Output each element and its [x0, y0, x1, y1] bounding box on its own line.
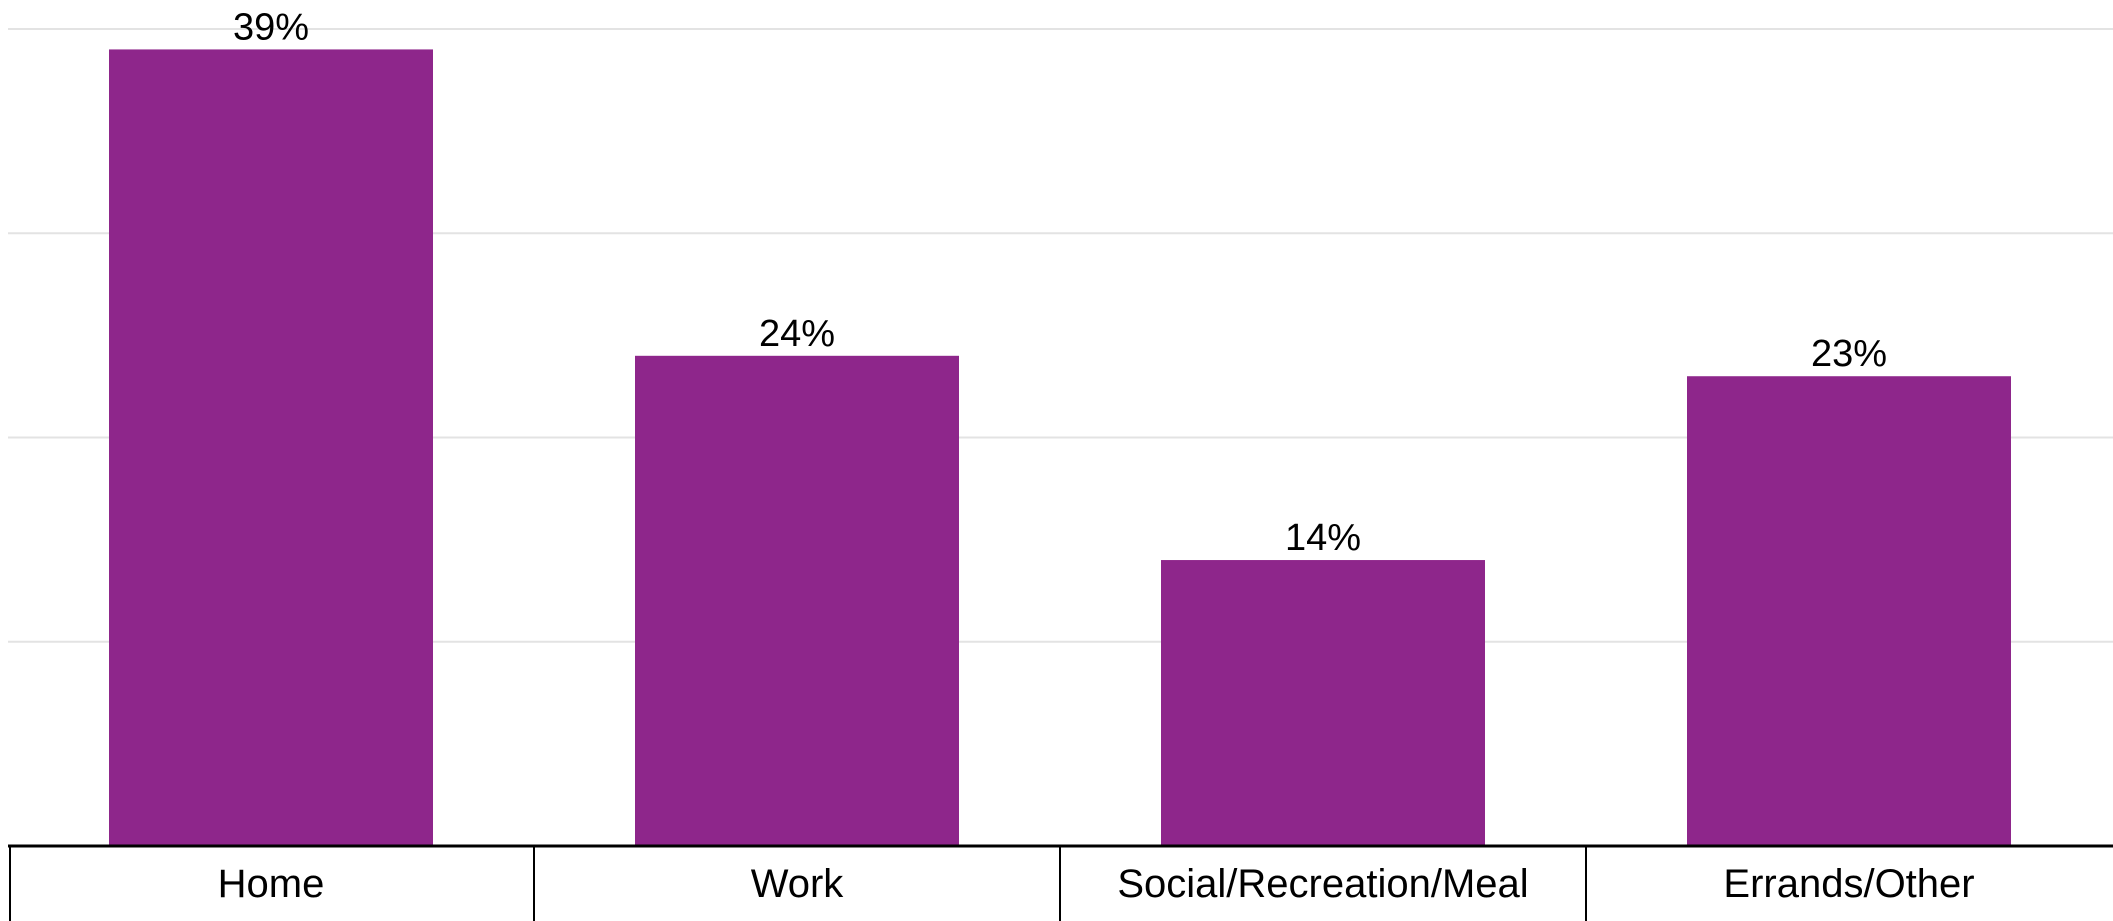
bar-social-recreation-meal [1161, 560, 1485, 846]
data-label-social-recreation-meal: 14% [1285, 517, 1361, 559]
bar-work [635, 355, 959, 846]
x-tick-label-social-recreation-meal: Social/Recreation/Meal [1117, 862, 1528, 906]
data-label-errands-other: 23% [1811, 333, 1887, 375]
x-axis: Home Work Social/Recreation/Meal Errands/Ot… [8, 844, 2113, 921]
x-tick-label-errands-other: Errands/Other [1723, 862, 1974, 906]
bar-home [109, 49, 433, 847]
data-label-home: 39% [233, 6, 309, 48]
bar-errands-other [1687, 376, 2011, 846]
x-tick-label-home: Home [218, 862, 325, 906]
data-label-work: 24% [759, 313, 835, 355]
bars [109, 49, 2011, 847]
x-tick-label-work: Work [751, 862, 845, 906]
data-labels: 39% 24% 14% 23% [233, 6, 1887, 559]
